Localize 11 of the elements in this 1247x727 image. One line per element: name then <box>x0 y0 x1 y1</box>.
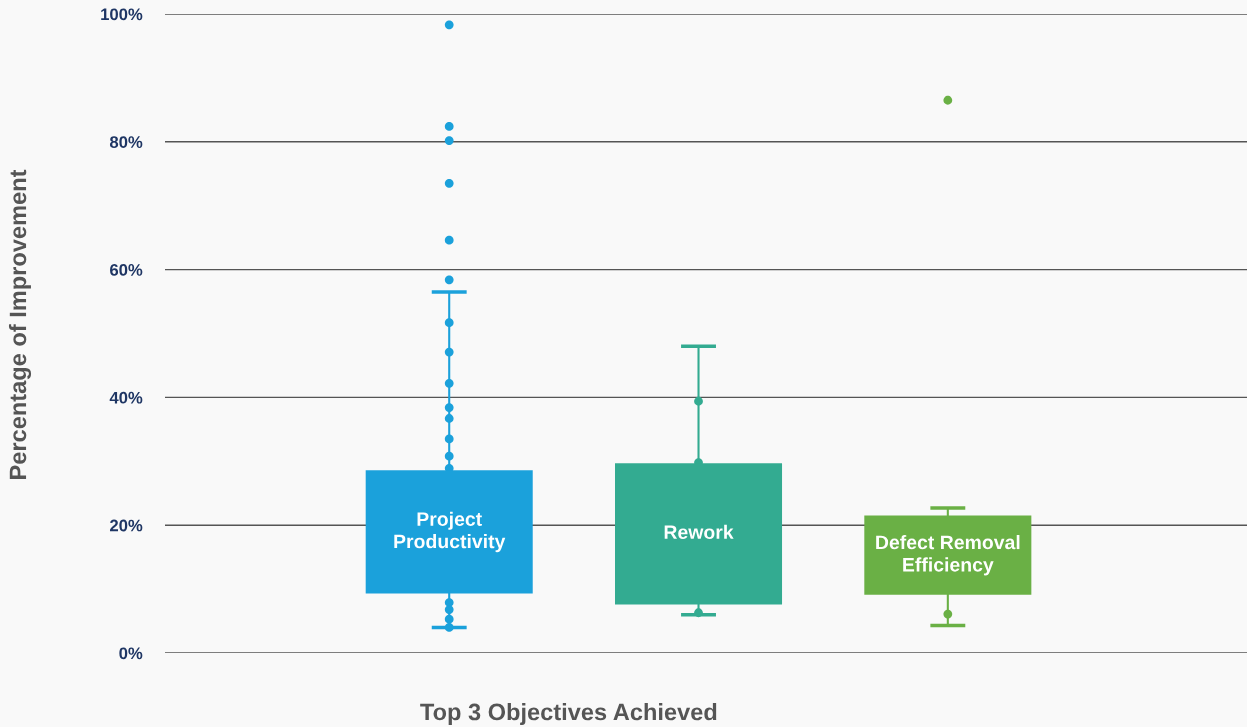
y-tick-label: 20% <box>110 519 143 532</box>
y-tick-label: 100% <box>101 8 143 21</box>
y-axis-title: Percentage of Improvement <box>8 169 32 479</box>
y-tick-label: 60% <box>110 264 143 276</box>
y-tick-label: 40% <box>109 391 143 404</box>
x-tick-label: Rework <box>664 524 734 540</box>
y-tick-label: 80% <box>109 136 143 148</box>
y-tick-label: 0% <box>119 647 143 660</box>
x-tick-label: Project Productivity <box>394 511 506 553</box>
x-tick-label: Defect Removal Efficiency <box>876 534 1020 576</box>
x-axis-title: Top 3 Objectives Achieved <box>420 702 717 726</box>
